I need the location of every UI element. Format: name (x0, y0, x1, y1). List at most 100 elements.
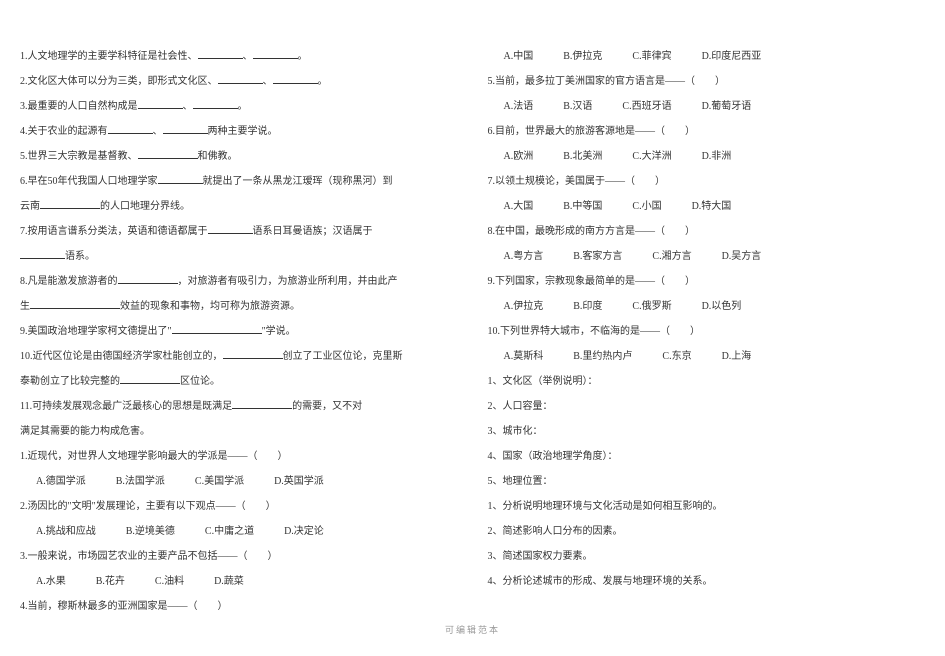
blank (118, 273, 178, 284)
mc-options: A.大国 B.中等国 C.小国 D.特大国 (488, 195, 926, 218)
mc9-text: 9.下列国家，宗教现象最简单的是——（ ） (488, 276, 696, 287)
question-line: 9.美国政治地理学家柯文德提出了""学说。 (20, 320, 458, 343)
mc7-opt-c: C.小国 (632, 201, 661, 212)
mc6-opt-c: C.大洋洲 (632, 151, 671, 162)
q4-text: 4.关于农业的起源有 (20, 126, 108, 137)
essay8-text: 3、简述国家权力要素。 (488, 551, 593, 562)
q9a-text: 9.美国政治地理学家柯文德提出了" (20, 326, 172, 337)
mc7-opt-d: D.特大国 (692, 201, 732, 212)
q3-suffix: 。 (238, 101, 248, 112)
essay3-text: 3、城市化： (488, 426, 543, 437)
q8a-text: 8.凡是能激发旅游者的 (20, 276, 118, 287)
mc2-opt-c: C.中庸之道 (205, 526, 254, 537)
blank (253, 48, 298, 59)
question-line: 1.人文地理学的主要学科特征是社会性、、。 (20, 45, 458, 68)
mc-options: A.中国 B.伊拉克 C.菲律宾 D.印度尼西亚 (488, 45, 926, 68)
q10b-text: 创立了工业区位论，克里斯 (283, 351, 403, 362)
mc9-opt-c: C.俄罗斯 (632, 301, 671, 312)
q11c-text: 满足其需要的能力构成危害。 (20, 426, 150, 437)
blank (198, 48, 243, 59)
mc-question: 6.目前，世界最大的旅游客源地是——（ ） (488, 120, 926, 143)
question-line: 6.早在50年代我国人口地理学家就提出了一条从黑龙江瑷珲（现称黑河）到 (20, 170, 458, 193)
mc-question: 3.一般来说，市场园艺农业的主要产品不包括——（ ） (20, 545, 458, 568)
mc4-text: 4.当前，穆斯林最多的亚洲国家是——（ ） (20, 601, 228, 612)
mc-question: 9.下列国家，宗教现象最简单的是——（ ） (488, 270, 926, 293)
blank (30, 298, 120, 309)
mc5-opt-a: A.法语 (504, 101, 534, 112)
mc2-opt-a: A.挑战和应战 (36, 526, 96, 537)
mc2-text: 2.汤因比的"文明"发展理论，主要有以下观点——（ ） (20, 501, 276, 512)
question-line: 7.按用语言谱系分类法，英语和德语都属于语系日耳曼语族；汉语属于 (20, 220, 458, 243)
mc8-opt-a: A.粤方言 (504, 251, 544, 262)
mc7-opt-b: B.中等国 (563, 201, 602, 212)
left-column: 1.人文地理学的主要学科特征是社会性、、。 2.文化区大体可以分为三类，即形式文… (20, 45, 458, 620)
question-line: 11.可持续发展观念最广泛最核心的思想是既满足 的需要，又不对 (20, 395, 458, 418)
mc10-opt-c: C.东京 (662, 351, 691, 362)
mc6-opt-b: B.北美洲 (563, 151, 602, 162)
q11b-text: 的需要，又不对 (292, 401, 362, 412)
q8c-text: 生 (20, 301, 30, 312)
essay-question: 3、简述国家权力要素。 (488, 545, 926, 568)
mc-options: A.法语 B.汉语 C.西班牙语 D.葡萄牙语 (488, 95, 926, 118)
q2-text: 2.文化区大体可以分为三类，即形式文化区、 (20, 76, 218, 87)
mc10-opt-a: A.莫斯科 (504, 351, 544, 362)
mc8-opt-d: D.吴方言 (722, 251, 762, 262)
q2-suffix: 。 (318, 76, 328, 87)
question-line: 2.文化区大体可以分为三类，即形式文化区、、。 (20, 70, 458, 93)
q7a-text: 7.按用语言谱系分类法，英语和德语都属于 (20, 226, 208, 237)
essay-question: 4、国家（政治地理学角度）： (488, 445, 926, 468)
question-line: 生效益的现象和事物，均可称为旅游资源。 (20, 295, 458, 318)
mc10-opt-b: B.里约热内卢 (573, 351, 632, 362)
mc-options: A.挑战和应战 B.逆境美德 C.中庸之道 D.决定论 (20, 520, 458, 543)
right-column: A.中国 B.伊拉克 C.菲律宾 D.印度尼西亚 5.当前，最多拉丁美洲国家的官… (488, 45, 926, 620)
mc-options: A.伊拉克 B.印度 C.俄罗斯 D.以色列 (488, 295, 926, 318)
mc-options: A.粤方言 B.客家方言 C.湘方言 D.吴方言 (488, 245, 926, 268)
blank (158, 173, 203, 184)
mc-options: A.水果 B.花卉 C.油料 D.蔬菜 (20, 570, 458, 593)
q8b-text: ，对旅游者有吸引力，为旅游业所利用，并由此产 (178, 276, 398, 287)
mc5-text: 5.当前，最多拉丁美洲国家的官方语言是——（ ） (488, 76, 726, 87)
mc-options: A.莫斯科 B.里约热内卢 C.东京 D.上海 (488, 345, 926, 368)
q10a-text: 10.近代区位论是由德国经济学家杜能创立的， (20, 351, 223, 362)
blank (232, 398, 292, 409)
blank (120, 373, 180, 384)
question-line: 满足其需要的能力构成危害。 (20, 420, 458, 443)
essay-question: 1、文化区（举例说明）： (488, 370, 926, 393)
essay7-text: 2、简述影响人口分布的因素。 (488, 526, 623, 537)
mc1-opt-b: B.法国学派 (116, 476, 165, 487)
q5-text: 5.世界三大宗教是基督教、 (20, 151, 138, 162)
q10d-text: 区位论。 (180, 376, 220, 387)
question-line: 泰勒创立了比较完整的区位论。 (20, 370, 458, 393)
mc6-opt-d: D.非洲 (702, 151, 732, 162)
essay9-text: 4、分析论述城市的形成、发展与地理环境的关系。 (488, 576, 713, 587)
question-line: 4.关于农业的起源有、两种主要学说。 (20, 120, 458, 143)
mc2-opt-d: D.决定论 (284, 526, 324, 537)
mc-options: A.欧洲 B.北美洲 C.大洋洲 D.非洲 (488, 145, 926, 168)
q11a-text: 11.可持续发展观念最广泛最核心的思想是既满足 (20, 401, 232, 412)
blank (273, 73, 318, 84)
mc9-opt-d: D.以色列 (702, 301, 742, 312)
blank (163, 123, 208, 134)
q1-text: 1.人文地理学的主要学科特征是社会性、 (20, 51, 198, 62)
question-line: 3.最重要的人口自然构成是、。 (20, 95, 458, 118)
mc4-opt-d: D.印度尼西亚 (702, 51, 762, 62)
mc3-opt-c: C.油料 (155, 576, 184, 587)
essay-question: 2、人口容量： (488, 395, 926, 418)
mc5-opt-c: C.西班牙语 (622, 101, 671, 112)
essay6-text: 1、分析说明地理环境与文化活动是如何相互影响的。 (488, 501, 723, 512)
blank (138, 148, 198, 159)
mc2-opt-b: B.逆境美德 (126, 526, 175, 537)
mc-question: 10.下列世界特大城市，不临海的是——（ ） (488, 320, 926, 343)
question-line: 8.凡是能激发旅游者的 ，对旅游者有吸引力，为旅游业所利用，并由此产 (20, 270, 458, 293)
essay-question: 3、城市化： (488, 420, 926, 443)
essay-question: 5、地理位置： (488, 470, 926, 493)
mc8-text: 8.在中国，最晚形成的南方方言是——（ ） (488, 226, 696, 237)
page-container: 1.人文地理学的主要学科特征是社会性、、。 2.文化区大体可以分为三类，即形式文… (0, 0, 945, 640)
question-line: 云南的人口地理分界线。 (20, 195, 458, 218)
mc3-text: 3.一般来说，市场园艺农业的主要产品不包括——（ ） (20, 551, 278, 562)
mc8-opt-b: B.客家方言 (573, 251, 622, 262)
mc5-opt-b: B.汉语 (563, 101, 592, 112)
q5-suffix: 和佛教。 (198, 151, 238, 162)
mc10-opt-d: D.上海 (722, 351, 752, 362)
q6a-text: 6.早在50年代我国人口地理学家 (20, 176, 158, 187)
